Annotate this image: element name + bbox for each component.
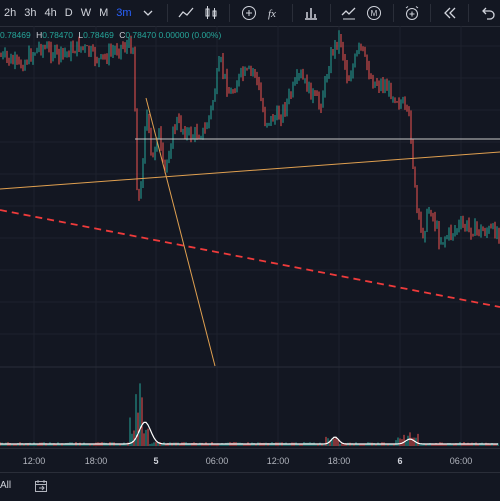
time-label: 12:00 bbox=[22, 456, 46, 466]
timeframe-m[interactable]: M bbox=[99, 7, 109, 19]
rewind-icon[interactable] bbox=[440, 2, 459, 24]
candles-layer bbox=[0, 30, 500, 250]
timeframe-4h[interactable]: 4h bbox=[44, 7, 57, 19]
svg-text:fx: fx bbox=[268, 8, 276, 20]
chart-grid bbox=[0, 26, 500, 448]
toolbar-divider bbox=[392, 4, 394, 22]
timeframe-d[interactable]: D bbox=[64, 7, 73, 19]
timeframe-3h[interactable]: 3h bbox=[24, 7, 37, 19]
alarm-add-icon[interactable] bbox=[402, 2, 421, 24]
chevron-down-icon[interactable] bbox=[139, 2, 158, 24]
toolbar-divider bbox=[329, 4, 331, 22]
close-label: C bbox=[119, 30, 126, 40]
change-value: 0.00000 (0.00%) bbox=[158, 30, 222, 40]
add-indicator-icon[interactable] bbox=[239, 2, 258, 24]
trend-line bbox=[0, 151, 500, 190]
dashed-trend-line bbox=[0, 209, 500, 308]
top-toolbar: 2h 3h 4h D W M 3m fx M bbox=[0, 0, 500, 27]
time-axis[interactable]: 12:00 18:00 5 06:00 12:00 18:00 6 06:00 bbox=[0, 448, 500, 473]
bars-icon[interactable] bbox=[302, 2, 321, 24]
steep-trend-line bbox=[145, 97, 216, 367]
calendar-goto-icon[interactable] bbox=[34, 479, 48, 493]
price-chart[interactable] bbox=[0, 26, 500, 448]
bottom-bar: All bbox=[0, 472, 500, 501]
replay-chart-icon[interactable] bbox=[340, 2, 359, 24]
toolbar-divider bbox=[468, 4, 470, 22]
timeframe-w[interactable]: W bbox=[80, 7, 92, 19]
high-value: 0.78470 bbox=[42, 30, 73, 40]
time-label: 06:00 bbox=[449, 456, 473, 466]
high-label: H bbox=[36, 30, 43, 40]
line-chart-icon[interactable] bbox=[176, 2, 195, 24]
range-all-button[interactable]: All bbox=[0, 480, 12, 491]
volume-pane bbox=[0, 383, 499, 446]
drawings-layer bbox=[0, 97, 500, 367]
toolbar-divider bbox=[292, 4, 293, 22]
time-label: 18:00 bbox=[84, 456, 108, 466]
time-label: 06:00 bbox=[205, 456, 229, 466]
fx-icon[interactable]: fx bbox=[264, 2, 283, 24]
time-label: 12:00 bbox=[266, 456, 290, 466]
toolbar-divider bbox=[166, 4, 168, 22]
close-value: 0.78470 bbox=[125, 30, 157, 40]
low-value: 0.78469 bbox=[83, 30, 114, 40]
volume-average-line bbox=[0, 421, 498, 445]
open-value: 0.78469 bbox=[0, 30, 31, 40]
ohlc-legend: 0.78469 H0.78470 L0.78469 C0.78470 0.000… bbox=[0, 30, 221, 40]
time-label-day: 5 bbox=[153, 456, 159, 466]
low-label: L bbox=[78, 30, 84, 40]
undo-icon[interactable] bbox=[478, 2, 497, 24]
svg-text:M: M bbox=[371, 9, 378, 18]
m-circle-icon[interactable]: M bbox=[365, 2, 384, 24]
time-label-day: 6 bbox=[397, 456, 403, 466]
timeframe-2h[interactable]: 2h bbox=[4, 7, 17, 19]
toolbar-divider bbox=[430, 4, 432, 22]
toolbar-divider bbox=[229, 4, 231, 22]
time-label: 18:00 bbox=[327, 456, 351, 466]
timeframe-3m[interactable]: 3m bbox=[116, 7, 132, 19]
candles-icon[interactable] bbox=[201, 2, 220, 24]
